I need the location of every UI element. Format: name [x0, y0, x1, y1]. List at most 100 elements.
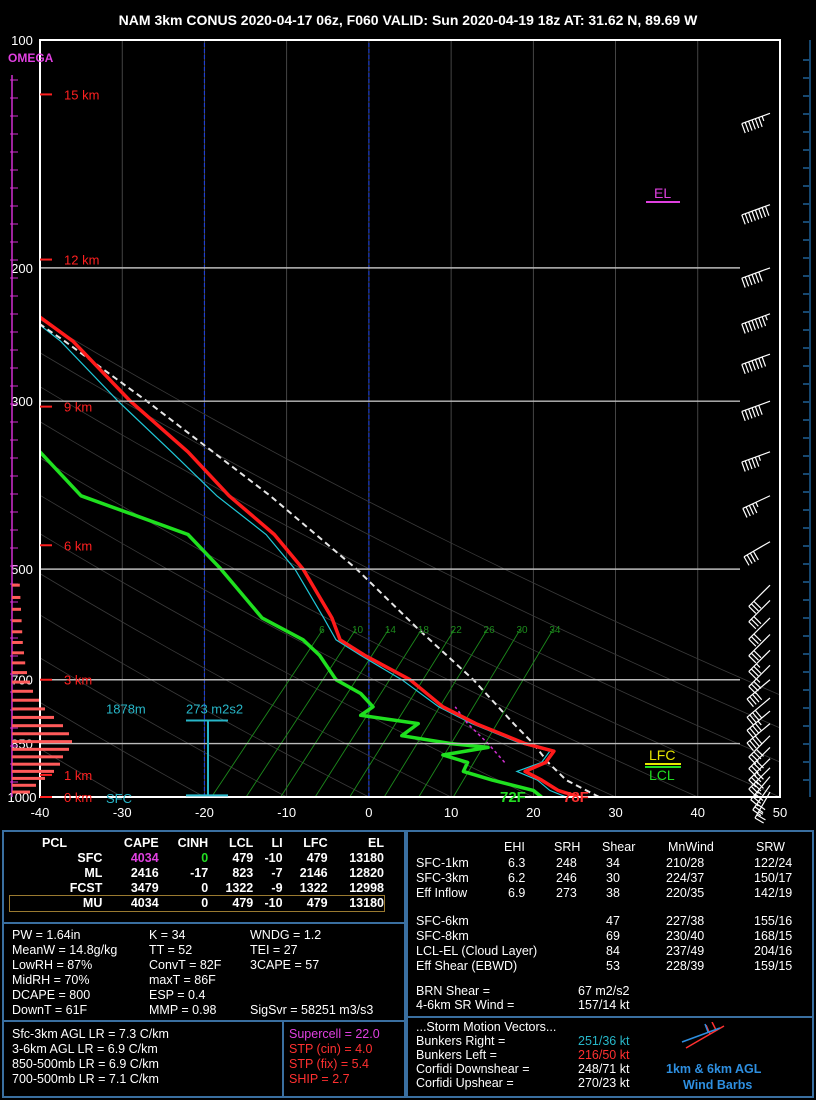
- col-pcl: PCL: [42, 836, 67, 850]
- wind-barb: [748, 634, 771, 664]
- kinematics-cell: 159/15: [754, 959, 793, 973]
- convt: ConvT = 82F: [149, 958, 222, 972]
- maxt: maxT = 86F: [149, 973, 216, 987]
- el-label: EL: [654, 185, 671, 201]
- omega-bar: [12, 630, 23, 634]
- wind-barb: [748, 664, 771, 695]
- kinematics-cell: 122/24: [754, 856, 793, 870]
- plot-area: [40, 40, 780, 797]
- parcel-row-fcst: FCST 3479 0 1322 -9 1322 12998: [10, 881, 384, 896]
- cell: 2416: [130, 866, 159, 880]
- height-label: 9 km: [64, 400, 92, 415]
- eff-inflow-bracket: [186, 719, 228, 797]
- cell: 1322: [225, 881, 254, 895]
- cell: -7: [271, 866, 283, 880]
- wind-barb: [741, 112, 771, 134]
- hdr-ehi: EHI: [504, 840, 525, 854]
- wind-barb: [748, 649, 771, 679]
- divider: [408, 1016, 812, 1018]
- cell: -10: [264, 896, 283, 910]
- kinematics-cell: 6.2: [508, 871, 526, 885]
- wind-barb: [741, 267, 771, 288]
- wind-barb: [748, 600, 771, 630]
- corfidi-up-label: Corfidi Upshear =: [416, 1076, 514, 1090]
- chart-title: NAM 3km CONUS 2020-04-17 06z, F060 VALID…: [118, 12, 698, 28]
- kinematics-cell: 155/16: [754, 914, 793, 928]
- dry-adiabat: [40, 352, 780, 729]
- cell: FCST: [69, 881, 103, 895]
- kinematics-cell: 273: [556, 886, 577, 900]
- x-tick-label: -30: [113, 805, 132, 820]
- tt: TT = 52: [149, 943, 193, 957]
- parcel-table-header: PCL CAPE CINH LCL LI LFC EL: [10, 836, 384, 851]
- downt: DownT = 61F: [12, 1003, 88, 1017]
- wind-barb: [743, 541, 771, 566]
- theta-e-label: 10: [352, 625, 364, 636]
- kinematics-row-label: SFC-8km: [416, 929, 469, 943]
- theta-e-line: [383, 628, 488, 797]
- corfidi-down-label: Corfidi Downshear =: [416, 1062, 530, 1076]
- theta-e-line: [418, 628, 521, 797]
- kinematics-row-label: Eff Inflow: [416, 886, 468, 900]
- lowrh: LowRH = 87%: [12, 958, 93, 972]
- parcel-row-sfc: SFC 4034 0 479 -10 479 13180: [10, 851, 384, 866]
- sr-wind-value: 157/14 kt: [578, 998, 630, 1012]
- hdr-mnwind: MnWind: [668, 840, 714, 854]
- x-tick-label: -10: [277, 805, 296, 820]
- cell: 13180: [349, 896, 384, 910]
- divider: [4, 922, 404, 924]
- height-label: 6 km: [64, 538, 92, 553]
- wind-barb-legend-icon: [681, 1022, 725, 1049]
- kinematics-cell: 168/15: [754, 929, 793, 943]
- x-tick-label: 0: [365, 805, 372, 820]
- wind-barb: [748, 617, 771, 647]
- omega-bar: [12, 689, 33, 693]
- omega-bar: [12, 783, 36, 787]
- kinematics-cell: 69: [606, 929, 620, 943]
- hdr-srw: SRW: [756, 840, 785, 854]
- x-tick-label: 40: [691, 805, 705, 820]
- kinematics-cell: 246: [556, 871, 577, 885]
- x-tick-label: -20: [195, 805, 214, 820]
- x-tick-label: 30: [608, 805, 622, 820]
- theta-e-label: 18: [418, 625, 430, 636]
- hdr-srh: SRH: [554, 840, 581, 854]
- wind-barb: [750, 776, 771, 807]
- omega-bar: [12, 707, 45, 711]
- col-el: EL: [368, 836, 384, 850]
- theta-e-label: 22: [451, 625, 463, 636]
- cell: 479: [306, 851, 328, 865]
- sigsvr: SigSvr = 58251 m3/s3: [250, 1003, 374, 1017]
- theta-e-line: [211, 628, 324, 797]
- omega-bar: [12, 776, 45, 780]
- y-tick-label: 200: [11, 261, 33, 276]
- surface-temperature-label: 78F: [563, 789, 589, 806]
- omega-bar: [12, 755, 63, 759]
- x-tick-label: -40: [31, 805, 50, 820]
- kinematics-cell: 237/49: [666, 944, 705, 958]
- theta-e-line: [314, 628, 423, 797]
- esp: ESP = 0.4: [149, 988, 206, 1002]
- sr-wind-label: 4-6km SR Wind =: [416, 998, 515, 1012]
- wind-barb: [748, 584, 771, 614]
- kinematics-cell: 230/40: [666, 929, 705, 943]
- omega-bar: [12, 747, 69, 751]
- virtual_temperature-line: [40, 324, 567, 797]
- theta-e-line: [280, 628, 390, 797]
- kinematics-cell: 224/37: [666, 871, 705, 885]
- cell: 2146: [299, 866, 328, 880]
- storm-motion-title: ...Storm Motion Vectors...: [416, 1020, 557, 1034]
- wind-barb: [746, 710, 771, 739]
- divider: [282, 1020, 284, 1098]
- kinematics-cell: 6.3: [508, 856, 526, 870]
- lr-3-6km: 3-6km AGL LR = 6.9 C/km: [12, 1042, 158, 1056]
- cell: 12998: [349, 881, 384, 895]
- divider: [4, 1020, 404, 1022]
- wetbulb-line: [454, 706, 506, 763]
- cell: 3479: [130, 881, 159, 895]
- x-tick-label: 10: [444, 805, 458, 820]
- omega-bar: [12, 680, 30, 684]
- cell: 4034: [130, 851, 159, 865]
- theta-e-line: [452, 628, 554, 797]
- barb-legend-line2: Wind Barbs: [683, 1078, 753, 1092]
